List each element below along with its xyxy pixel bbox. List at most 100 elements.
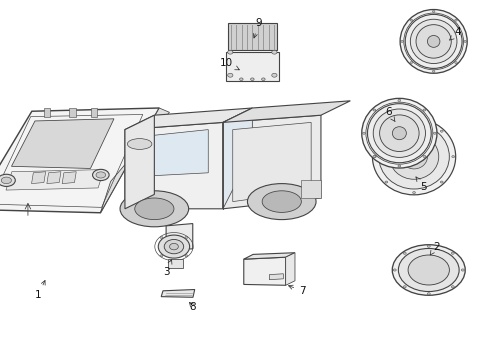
Ellipse shape [392, 127, 406, 140]
Ellipse shape [416, 24, 451, 58]
Polygon shape [244, 253, 295, 259]
Text: 5: 5 [416, 177, 427, 192]
Circle shape [185, 255, 188, 257]
Circle shape [262, 78, 265, 81]
Circle shape [452, 156, 455, 158]
Circle shape [170, 243, 178, 250]
Circle shape [158, 235, 190, 258]
Polygon shape [228, 23, 276, 50]
Polygon shape [270, 274, 283, 280]
Ellipse shape [120, 191, 189, 227]
Ellipse shape [379, 124, 449, 189]
Ellipse shape [405, 14, 462, 68]
Polygon shape [244, 257, 286, 285]
Circle shape [423, 155, 426, 157]
Polygon shape [223, 108, 252, 209]
Circle shape [185, 237, 188, 238]
Circle shape [398, 99, 401, 102]
Circle shape [250, 78, 254, 81]
Ellipse shape [135, 198, 174, 220]
Circle shape [410, 62, 413, 63]
Circle shape [403, 286, 406, 288]
Circle shape [432, 10, 435, 12]
Ellipse shape [400, 9, 467, 73]
Circle shape [385, 130, 388, 132]
Polygon shape [161, 289, 195, 297]
Text: 1: 1 [35, 280, 45, 300]
Polygon shape [6, 170, 104, 190]
Circle shape [272, 73, 277, 77]
Polygon shape [11, 119, 114, 168]
Ellipse shape [427, 36, 440, 48]
Polygon shape [100, 108, 170, 213]
Text: 10: 10 [220, 58, 239, 70]
Circle shape [272, 50, 277, 54]
Polygon shape [125, 122, 223, 209]
Circle shape [398, 165, 401, 167]
Text: 3: 3 [163, 260, 172, 277]
Ellipse shape [362, 98, 437, 168]
Text: 7: 7 [289, 285, 306, 296]
Polygon shape [166, 224, 193, 249]
Ellipse shape [380, 115, 419, 152]
Circle shape [160, 237, 163, 238]
Polygon shape [91, 108, 98, 117]
Text: 2: 2 [430, 242, 440, 255]
Text: 9: 9 [253, 18, 262, 38]
Circle shape [413, 120, 416, 122]
Text: 6: 6 [385, 107, 395, 122]
Ellipse shape [0, 174, 15, 186]
Circle shape [401, 40, 403, 42]
Polygon shape [140, 130, 208, 176]
Circle shape [373, 109, 376, 111]
Polygon shape [226, 52, 279, 81]
Ellipse shape [410, 19, 457, 63]
Circle shape [240, 78, 243, 81]
Text: 4: 4 [449, 27, 462, 40]
Circle shape [385, 181, 388, 183]
Polygon shape [125, 108, 252, 130]
Polygon shape [44, 108, 50, 117]
Circle shape [228, 73, 233, 77]
Polygon shape [223, 101, 350, 122]
Circle shape [423, 109, 426, 111]
Ellipse shape [127, 139, 152, 149]
Ellipse shape [398, 248, 459, 292]
Circle shape [373, 156, 376, 158]
Polygon shape [0, 108, 159, 213]
Circle shape [455, 19, 457, 21]
Ellipse shape [93, 169, 109, 181]
Circle shape [373, 155, 376, 157]
Circle shape [393, 269, 396, 271]
Polygon shape [286, 253, 295, 285]
Circle shape [164, 239, 184, 254]
Circle shape [441, 130, 443, 132]
Polygon shape [125, 115, 154, 209]
Ellipse shape [390, 134, 439, 179]
Circle shape [228, 50, 233, 54]
Circle shape [461, 269, 465, 271]
Circle shape [160, 255, 163, 257]
Ellipse shape [96, 172, 106, 178]
Circle shape [433, 132, 436, 134]
Polygon shape [47, 172, 61, 184]
Polygon shape [301, 180, 321, 198]
Circle shape [363, 132, 366, 134]
Circle shape [427, 245, 430, 247]
Polygon shape [31, 172, 46, 184]
Circle shape [410, 19, 413, 21]
Circle shape [451, 252, 454, 254]
Circle shape [455, 62, 457, 63]
Polygon shape [233, 122, 311, 202]
Polygon shape [168, 259, 183, 269]
Ellipse shape [372, 118, 456, 195]
Ellipse shape [392, 245, 465, 295]
Circle shape [427, 293, 430, 295]
Text: 8: 8 [190, 302, 196, 312]
Circle shape [403, 252, 406, 254]
Ellipse shape [262, 191, 301, 212]
Polygon shape [62, 172, 76, 184]
Circle shape [451, 286, 454, 288]
Ellipse shape [1, 177, 11, 184]
Polygon shape [223, 115, 321, 209]
